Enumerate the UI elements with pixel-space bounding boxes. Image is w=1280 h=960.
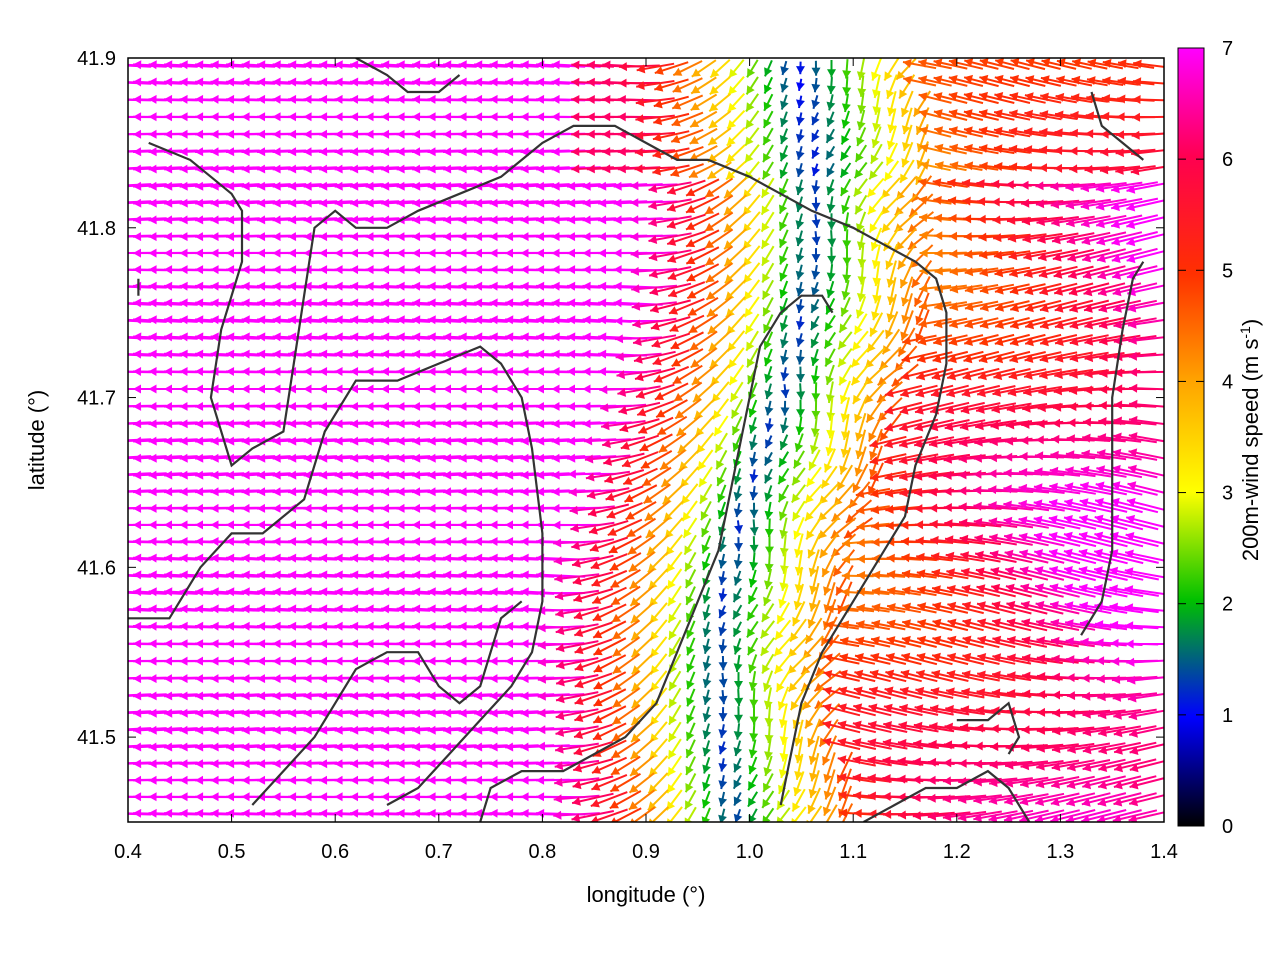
wind-arrow-head	[102, 315, 110, 324]
wind-arrow-head	[102, 350, 110, 359]
wind-arrow-head	[118, 385, 126, 394]
wind-arrow-head	[118, 537, 126, 546]
wind-arrow-head	[102, 487, 110, 496]
wind-arrow-head	[118, 249, 126, 258]
plot-area	[102, 58, 1174, 833]
wind-arrow-head	[118, 298, 126, 307]
wind-arrow-head	[102, 182, 110, 191]
wind-arrow-head	[102, 298, 110, 307]
wind-arrow-head	[118, 332, 126, 341]
wind-arrow-head	[118, 570, 126, 579]
wind-arrow-head	[102, 249, 110, 258]
wind-arrow-head	[118, 182, 126, 191]
wind-arrow-head	[102, 78, 110, 87]
wind-arrow-head	[102, 622, 110, 631]
wind-arrow-head	[118, 622, 126, 631]
wind-arrow-head	[102, 112, 110, 121]
wind-arrow-head	[102, 95, 110, 104]
wind-arrow-head	[118, 554, 126, 563]
wind-arrow-head	[118, 604, 126, 613]
wind-arrow-head	[118, 130, 126, 139]
wind-arrow-head	[102, 692, 110, 701]
wind-arrow-head	[102, 419, 110, 428]
wind-arrow-head	[118, 199, 126, 208]
wind-arrow-head	[102, 454, 110, 463]
wind-arrow-head	[102, 130, 110, 139]
wind-arrow-head	[102, 147, 110, 156]
wind-arrow-head	[118, 419, 126, 428]
wind-arrow-head	[102, 587, 110, 596]
wind-arrow-head	[102, 437, 110, 446]
wind-arrow-head	[118, 692, 126, 701]
wind-arrow-head	[102, 504, 110, 513]
wind-arrow-head	[118, 674, 126, 683]
wind-arrow-head	[118, 471, 126, 480]
wind-arrow-head	[118, 487, 126, 496]
wind-arrow-head	[102, 639, 110, 648]
wind-arrow-head	[102, 520, 110, 529]
wind-arrow-head	[102, 165, 110, 174]
wind-arrow-head	[102, 265, 110, 274]
wind-arrow-head	[118, 350, 126, 359]
wind-arrow-head	[118, 232, 126, 241]
wind-arrow-head	[118, 587, 126, 596]
wind-arrow-head	[118, 402, 126, 411]
wind-arrow-head	[102, 471, 110, 480]
wind-arrow-head	[118, 60, 126, 69]
wind-arrow-head	[102, 657, 110, 666]
wind-arrow-head	[102, 537, 110, 546]
wind-arrow-head	[118, 520, 126, 529]
wind-arrow-head	[118, 315, 126, 324]
wind-arrow-head	[118, 639, 126, 648]
wind-arrow-head	[118, 165, 126, 174]
wind-arrow-head	[102, 282, 110, 291]
wind-arrow-head	[118, 367, 126, 376]
wind-arrow-head	[118, 454, 126, 463]
wind-arrow-head	[102, 367, 110, 376]
wind-arrow-head	[118, 437, 126, 446]
wind-arrow-head	[102, 332, 110, 341]
wind-arrow-head	[118, 215, 126, 224]
wind-arrow-head	[118, 78, 126, 87]
wind-arrow-head	[118, 112, 126, 121]
wind-arrow-head	[118, 657, 126, 666]
wind-arrow-head	[118, 147, 126, 156]
wind-arrow-head	[118, 95, 126, 104]
wind-arrow-head	[118, 282, 126, 291]
wind-arrow-head	[102, 604, 110, 613]
wind-arrow-head	[118, 265, 126, 274]
wind-arrow-head	[102, 674, 110, 683]
wind-arrow-head	[102, 199, 110, 208]
wind-arrow-head	[118, 504, 126, 513]
